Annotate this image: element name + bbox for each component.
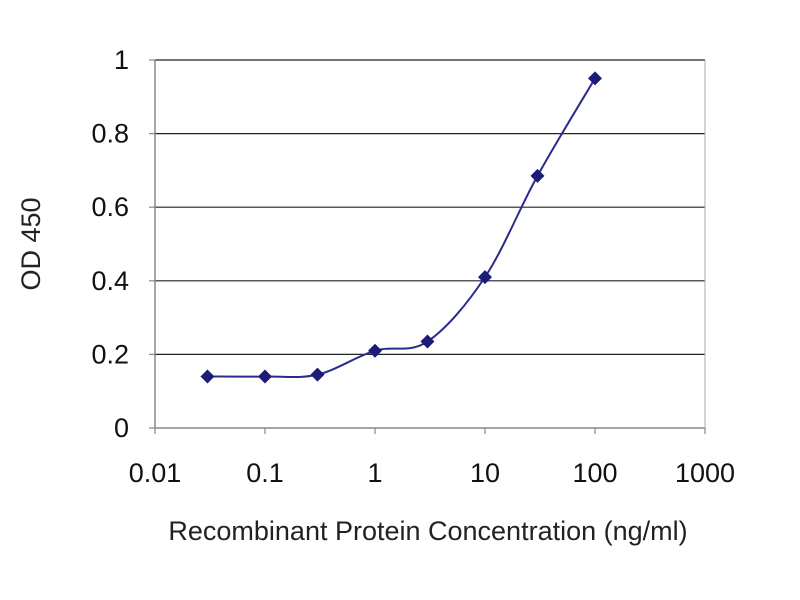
data-point: [200, 369, 215, 384]
data-point: [530, 168, 545, 183]
y-tick-label: 1: [114, 45, 129, 75]
data-point: [420, 334, 435, 349]
y-tick-label: 0.4: [91, 266, 129, 296]
data-point: [310, 367, 325, 382]
data-point: [258, 369, 272, 384]
x-axis-title: Recombinant Protein Concentration (ng/ml…: [168, 516, 687, 546]
x-tick-label: 10: [470, 458, 500, 488]
y-tick-label: 0: [114, 413, 129, 443]
x-tick-label: 0.1: [246, 458, 284, 488]
y-axis-title: OD 450: [16, 197, 46, 290]
gridlines: [155, 59, 705, 355]
y-ticks: 0 0.2 0.4 0.6 0.8 1: [91, 45, 155, 443]
plot-area: [155, 60, 705, 428]
x-tick-label: 100: [572, 458, 617, 488]
x-tick-label: 0.01: [129, 458, 182, 488]
data-point: [588, 71, 602, 86]
data-point: [368, 343, 382, 358]
x-tick-label: 1: [367, 458, 382, 488]
data-point: [478, 270, 492, 285]
series-markers: [200, 71, 602, 384]
y-tick-label: 0.8: [91, 119, 129, 149]
x-tick-label: 1000: [675, 458, 735, 488]
y-tick-label: 0.6: [91, 192, 129, 222]
x-ticks: 0.01 0.1 1 10 100 1000: [129, 428, 735, 488]
y-tick-label: 0.2: [91, 339, 129, 369]
